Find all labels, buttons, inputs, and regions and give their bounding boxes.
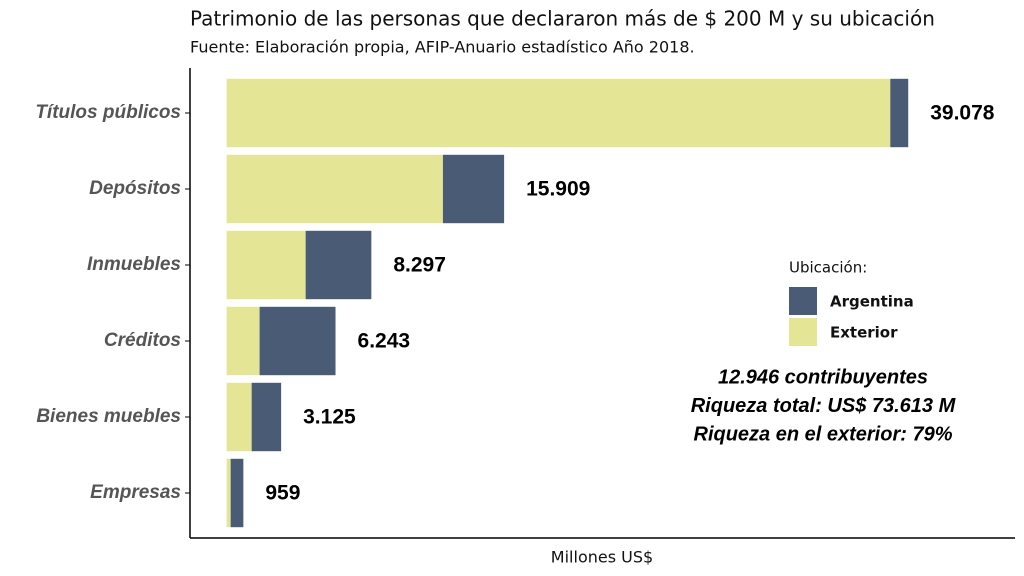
legend-label: Exterior [830, 324, 898, 342]
bar-segment [226, 154, 443, 224]
value-label: 8.297 [393, 254, 446, 277]
x-axis-label: Millones US$ [551, 548, 653, 567]
bar-segment [226, 78, 891, 148]
chart-title: Patrimonio de las personas que declararo… [190, 7, 935, 31]
bar-segment [226, 458, 231, 528]
legend-swatch [789, 287, 817, 315]
y-tick-label: Inmuebles [87, 254, 181, 275]
legend-swatch [789, 318, 817, 346]
bar-segment [442, 154, 505, 224]
annotation: Riqueza total: US$ 73.613 M [691, 395, 957, 417]
bar-segment [259, 306, 336, 376]
annotation: 12.946 contribuyentes [718, 366, 928, 388]
bar-segment [890, 78, 909, 148]
legend-label: Argentina [830, 293, 914, 311]
value-label: 15.909 [526, 178, 590, 201]
bar-segment [226, 306, 260, 376]
value-label: 959 [265, 482, 300, 505]
y-tick-label: Empresas [90, 482, 181, 503]
value-label: 3.125 [303, 406, 356, 429]
y-tick-label: Bienes muebles [36, 406, 181, 427]
y-tick-label: Depósitos [89, 178, 181, 199]
y-tick-label: Títulos públicos [35, 102, 181, 123]
bar-segment [230, 458, 244, 528]
y-tick-label: Créditos [104, 330, 181, 351]
bar-segment [226, 382, 252, 452]
value-label: 6.243 [358, 330, 411, 353]
bar-segment [251, 382, 282, 452]
chart-subtitle: Fuente: Elaboración propia, AFIP-Anuario… [190, 38, 695, 57]
value-label: 39.078 [930, 102, 995, 125]
bar-segment [305, 230, 372, 300]
annotation: Riqueza en el exterior: 79% [694, 423, 953, 445]
legend-title: Ubicación: [789, 259, 867, 277]
bar-segment [226, 230, 306, 300]
